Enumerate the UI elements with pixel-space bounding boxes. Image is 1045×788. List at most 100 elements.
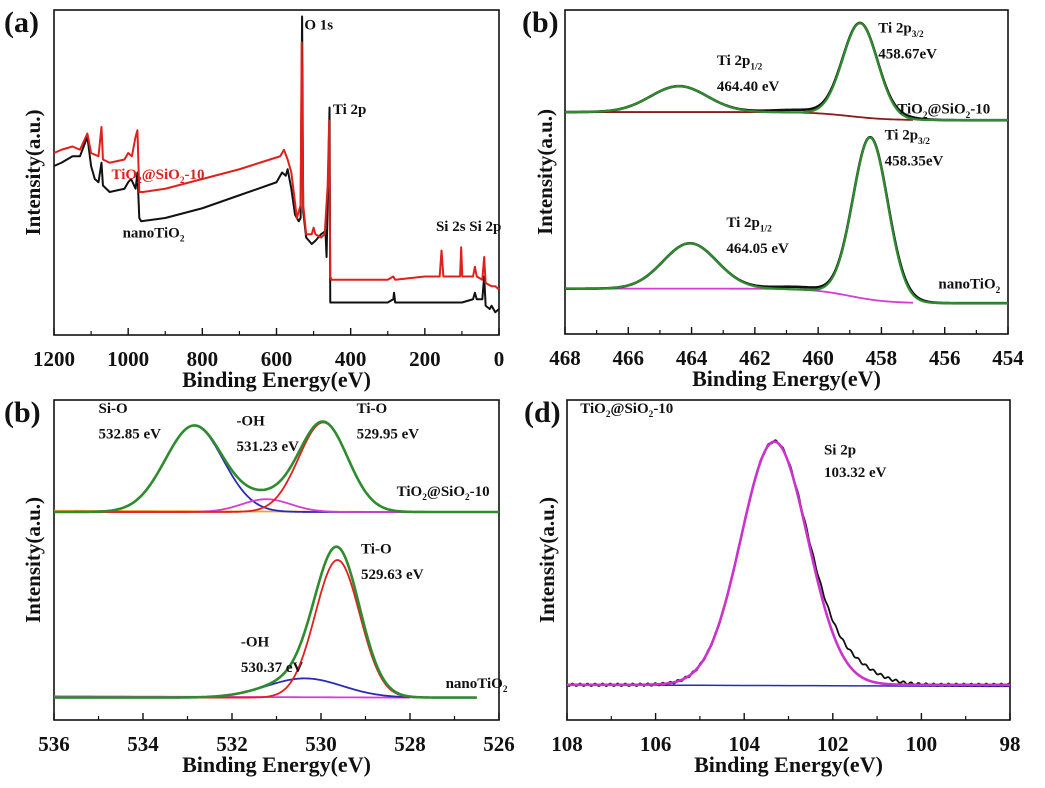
text-part: TiO	[580, 401, 606, 417]
annotation-label: 529.63 eV	[361, 567, 424, 583]
annotation-label: Ti 2p1/2	[726, 215, 772, 234]
subscript: 2	[996, 286, 1001, 296]
annotation-label: Si 2s Si 2p	[436, 219, 501, 235]
text-part: -10	[653, 401, 673, 417]
x-tick-label: 526	[483, 732, 515, 756]
y-axis-title: Intensity(a.u.)	[21, 109, 45, 235]
x-axis-title: Binding Energy(eV)	[182, 367, 371, 392]
subscript: 2	[137, 176, 142, 186]
panel-label: (a)	[4, 6, 39, 39]
x-tick-label: 468	[549, 346, 581, 370]
annotation-label: nanoTiO2	[446, 676, 508, 695]
fit-envelope-line	[565, 136, 1008, 305]
x-tick-label: 534	[127, 732, 159, 756]
text-part: TiO	[111, 167, 137, 183]
annotation-label: Ti-O	[357, 401, 388, 417]
panel-label: (b)	[4, 396, 41, 429]
annotation-label: Ti 2p1/2	[717, 53, 763, 72]
subscript: 3/2	[918, 137, 930, 147]
text-part: TiO	[897, 102, 923, 118]
x-tick-label: 1200	[33, 347, 75, 371]
annotation-label: Si-O	[99, 401, 128, 417]
subscript: 2	[503, 685, 508, 695]
raw-spectrum-line	[566, 439, 1011, 687]
text-part: nanoTiO	[446, 676, 503, 692]
subscript: 3/2	[912, 30, 924, 40]
x-tick-label: 800	[187, 347, 219, 371]
subscript: 2	[606, 410, 611, 420]
x-tick-label: 466	[613, 346, 645, 370]
annotation-label: nanoTiO2	[123, 226, 185, 245]
series-line-tio2-sio2-10	[53, 41, 500, 291]
annotation-label: 531.23 eV	[236, 439, 299, 455]
x-tick-label: 462	[739, 346, 771, 370]
x-tick-label: 0	[494, 347, 505, 371]
text-part: Ti 2p	[717, 53, 751, 69]
x-tick-label: 100	[906, 732, 938, 756]
annotation-label: -OH	[236, 414, 265, 430]
y-axis-title: Intensity(a.u.)	[535, 497, 559, 623]
x-tick-label: 200	[409, 347, 441, 371]
annotation-label: Ti 2p	[333, 102, 367, 118]
annotation-label: 529.95 eV	[357, 426, 420, 442]
x-tick-label: 108	[551, 732, 583, 756]
fit-envelope-line	[53, 545, 477, 699]
annotation-label: 458.67eV	[878, 47, 937, 63]
annotation-label: O 1s	[304, 18, 333, 34]
text-part: Ti 2p	[885, 128, 919, 144]
x-tick-label: 600	[261, 347, 293, 371]
x-tick-label: 104	[728, 732, 760, 756]
background-line	[565, 287, 914, 304]
x-tick-label: 458	[866, 346, 898, 370]
annotation-label: 458.35eV	[885, 154, 944, 170]
annotation-label: 464.05 eV	[726, 241, 789, 257]
x-tick-label: 456	[929, 346, 961, 370]
series-line-nanotio2	[53, 15, 500, 314]
annotation-label: 530.37 eV	[241, 660, 304, 676]
text-part: nanoTiO	[123, 226, 180, 242]
text-part: Ti 2p	[878, 21, 912, 37]
x-axis-title: Binding Energy(eV)	[694, 752, 883, 777]
subscript: 2	[923, 111, 928, 121]
annotation-label: Ti-O	[361, 542, 392, 558]
text-part: @SiO	[611, 401, 649, 417]
annotation-label: Ti 2p3/2	[878, 21, 924, 40]
fit-envelope-line	[565, 22, 1008, 122]
x-tick-label: 102	[817, 732, 849, 756]
x-tick-label: 454	[992, 346, 1024, 370]
x-tick-label: 400	[335, 347, 367, 371]
y-axis-title: Intensity(a.u.)	[21, 497, 45, 623]
panel-b-o1s: (b) 536 534 532 530 528 526 Binding Energy(eV) I…	[4, 396, 515, 777]
subscript: 2	[649, 410, 654, 420]
annotation-label: TiO2@SiO2-10	[397, 484, 490, 503]
x-axis-title: Binding Energy(eV)	[182, 752, 371, 777]
annotation-label: Ti 2p3/2	[885, 128, 931, 147]
y-axis-title: Intensity(a.u.)	[533, 109, 557, 235]
panel-label: (b)	[522, 6, 559, 39]
x-axis-title: Binding Energy(eV)	[692, 366, 881, 391]
x-tick-label: 98	[1000, 732, 1021, 756]
annotation-label: -OH	[241, 634, 270, 650]
annotation-label: TiO2@SiO2-10	[580, 401, 673, 420]
x-tick-label: 106	[640, 732, 672, 756]
x-tick-label: 528	[394, 732, 426, 756]
text-part: @SiO	[427, 484, 465, 500]
text-part: Ti 2p	[726, 215, 760, 231]
x-tick-label: 1000	[107, 347, 149, 371]
subscript: 1/2	[760, 224, 772, 234]
subscript: 2	[180, 176, 185, 186]
text-part: -10	[470, 484, 490, 500]
x-tick-label: 532	[216, 732, 248, 756]
text-part: TiO	[397, 484, 423, 500]
fit-envelope-line	[53, 420, 500, 514]
annotation-label: nanoTiO2	[938, 277, 1000, 296]
subscript: 1/2	[750, 62, 762, 72]
panel-a: (a) 1200 1000 800 600 400 200 0 Binding Energy(e…	[4, 6, 504, 392]
subscript: 2	[966, 111, 971, 121]
fit-line	[566, 440, 1011, 687]
plot-frame	[566, 399, 1011, 721]
text-part: @SiO	[927, 102, 965, 118]
annotation-label: TiO2@SiO2-10	[111, 167, 204, 186]
text-part: @SiO	[142, 167, 180, 183]
